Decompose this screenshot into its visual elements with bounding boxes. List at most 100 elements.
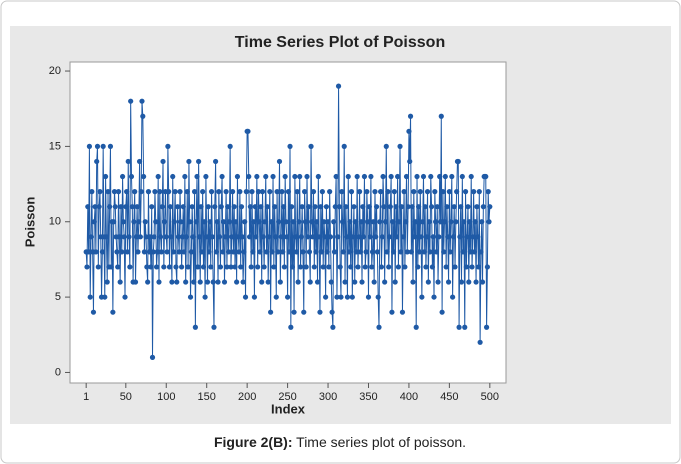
point (193, 219, 199, 225)
point (115, 264, 121, 270)
point (227, 143, 233, 149)
point (346, 249, 352, 255)
caption-text: Time series plot of poisson. (296, 434, 466, 450)
point (292, 173, 298, 180)
point (257, 249, 263, 255)
point (479, 279, 486, 285)
point (301, 189, 308, 195)
x-tick-label: 300 (319, 391, 337, 403)
point (416, 204, 422, 210)
point (343, 204, 349, 210)
point (378, 264, 385, 270)
point (289, 264, 296, 270)
point (344, 234, 350, 240)
point (289, 204, 295, 210)
point (114, 249, 120, 255)
point (339, 189, 345, 195)
point (423, 264, 429, 270)
point (238, 264, 244, 270)
point (483, 173, 489, 180)
point (86, 143, 93, 149)
point (369, 264, 375, 270)
point (313, 249, 319, 255)
point (426, 219, 432, 225)
point (404, 249, 410, 255)
point (384, 249, 390, 255)
point (326, 264, 332, 270)
point (294, 189, 300, 195)
x-tick-label: 150 (198, 391, 216, 403)
point (208, 264, 214, 270)
x-tick-label: 450 (440, 391, 458, 403)
point (377, 219, 383, 225)
point (409, 204, 415, 210)
point (85, 204, 91, 210)
point (145, 279, 151, 285)
point (177, 189, 183, 195)
point (282, 173, 288, 180)
point (327, 189, 333, 195)
point (208, 189, 215, 195)
point (255, 189, 262, 195)
point (251, 219, 257, 225)
point (297, 264, 304, 270)
point (420, 173, 427, 180)
point (212, 204, 218, 210)
point (248, 264, 254, 270)
point (454, 189, 460, 195)
point (191, 189, 198, 195)
point (157, 234, 164, 240)
point (419, 294, 425, 300)
point (471, 249, 478, 255)
point (428, 173, 434, 180)
point (465, 204, 471, 210)
point (356, 234, 362, 240)
point (348, 264, 354, 270)
point (417, 189, 423, 195)
point (241, 249, 247, 255)
point (243, 189, 249, 195)
x-tick-label: 400 (400, 391, 418, 403)
point (340, 219, 346, 225)
point (223, 189, 229, 195)
point (468, 173, 474, 180)
point (277, 279, 283, 285)
point (119, 173, 126, 180)
point (295, 279, 301, 285)
point (275, 249, 281, 255)
point (228, 264, 234, 270)
point (332, 204, 338, 210)
point (141, 173, 147, 180)
point (234, 173, 241, 180)
point (152, 189, 158, 195)
point (133, 234, 139, 240)
point (401, 189, 407, 195)
point (246, 173, 252, 180)
point (184, 189, 190, 195)
point (364, 189, 370, 195)
point (475, 234, 481, 240)
point (457, 234, 463, 240)
point (219, 173, 225, 180)
point (166, 264, 173, 270)
point (479, 219, 485, 225)
point (203, 173, 209, 180)
point (297, 173, 303, 180)
point (274, 189, 280, 195)
y-axis-label: Poisson (22, 197, 37, 248)
point (352, 219, 359, 225)
point (319, 189, 325, 195)
point (338, 294, 344, 300)
point (441, 249, 447, 255)
point (303, 264, 309, 270)
point (365, 219, 371, 225)
point (86, 249, 92, 255)
chart-title: Time Series Plot of Poisson (235, 34, 445, 51)
point (150, 249, 156, 255)
point (461, 219, 467, 225)
point (361, 234, 367, 240)
point (224, 264, 230, 270)
point (124, 249, 131, 255)
point (153, 264, 160, 270)
point (462, 324, 468, 330)
